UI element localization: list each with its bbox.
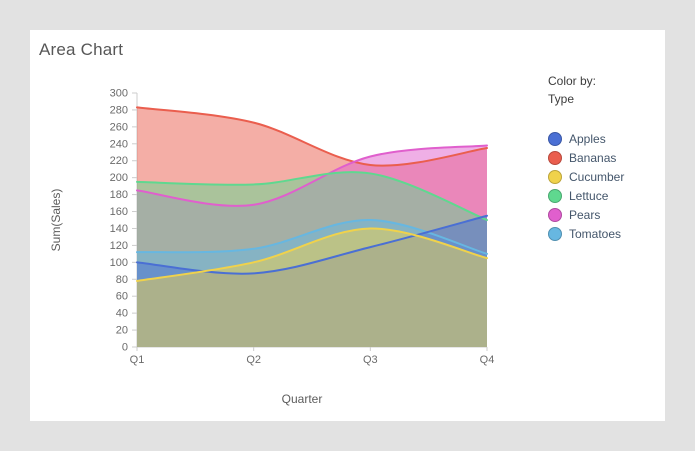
- legend-color-dot: [548, 169, 562, 184]
- legend-item-apples[interactable]: Apples: [548, 129, 660, 148]
- x-axis-title: Quarter: [281, 392, 323, 406]
- y-tick-label: 260: [110, 121, 128, 133]
- y-tick-label: 240: [110, 138, 128, 150]
- y-tick-label: 100: [110, 257, 128, 269]
- y-tick-label: 40: [116, 308, 128, 320]
- area-series-line-bananas: [136, 106, 488, 167]
- legend-color-dot: [548, 131, 562, 146]
- chart-title: Area Chart: [39, 40, 124, 59]
- y-tick-label: 80: [116, 274, 128, 286]
- legend-color-dot: [548, 188, 562, 203]
- legend-item-label: Apples: [569, 131, 606, 146]
- y-tick-label: 200: [110, 172, 128, 184]
- legend-item-lettuce[interactable]: Lettuce: [548, 186, 660, 205]
- y-tick-label: 300: [110, 88, 128, 100]
- legend-item-label: Pears: [569, 207, 601, 222]
- legend-item-cucumber[interactable]: Cucumber: [548, 167, 660, 186]
- legend-item-label: Bananas: [569, 150, 617, 165]
- legend-item-label: Cucumber: [569, 169, 625, 184]
- y-axis-title: Sum(Sales): [49, 188, 63, 252]
- y-tick-label: 0: [122, 342, 128, 354]
- area-series-line-cucumber: [136, 227, 488, 282]
- x-tick-label: Q2: [246, 354, 261, 366]
- y-tick-label: 20: [116, 325, 128, 337]
- legend-item-tomatoes[interactable]: Tomatoes: [548, 224, 660, 243]
- y-tick-label: 140: [110, 223, 128, 235]
- x-tick-label: Q1: [130, 354, 145, 366]
- y-tick-label: 180: [110, 189, 128, 201]
- x-tick-label: Q3: [363, 354, 378, 366]
- legend-color-dot: [548, 207, 562, 222]
- legend-color-dot: [548, 226, 562, 241]
- area-series-line-tomatoes: [136, 218, 488, 255]
- area-chart: 0 20 40 60 80 100 120 140 160 180 200 220 240 260 280 3…: [110, 88, 495, 367]
- legend-color-dot: [548, 150, 562, 165]
- legend-item-pears[interactable]: Pears: [548, 205, 660, 224]
- chart-card: Area Chart 0 20 40 60 80 100 120 140 160 180 200 22…: [30, 30, 665, 421]
- legend-item-label: Tomatoes: [569, 226, 622, 241]
- x-tick-label: Q4: [480, 354, 495, 366]
- y-tick-label: 220: [110, 155, 128, 167]
- area-series-line-lettuce: [136, 171, 488, 221]
- y-tick-label: 120: [110, 240, 128, 252]
- legend-item-bananas[interactable]: Bananas: [548, 148, 660, 167]
- legend-title-line2: Type: [548, 92, 575, 106]
- legend-items: Apples Bananas Cucumber Lettuce Pears Tomatoe…: [548, 129, 660, 243]
- legend-item-label: Lettuce: [569, 188, 609, 203]
- area-series-line-pears: [136, 144, 488, 207]
- legend-title-line1: Color by:: [548, 74, 597, 88]
- y-tick-label: 280: [110, 104, 128, 116]
- y-tick-label: 60: [116, 291, 128, 303]
- area-series-cucumber[interactable]: [137, 228, 487, 347]
- area-series-line-apples: [136, 214, 488, 275]
- legend: Color by: Type Apples Bananas Cucumber Lett…: [548, 72, 660, 243]
- y-tick-label: 160: [110, 206, 128, 218]
